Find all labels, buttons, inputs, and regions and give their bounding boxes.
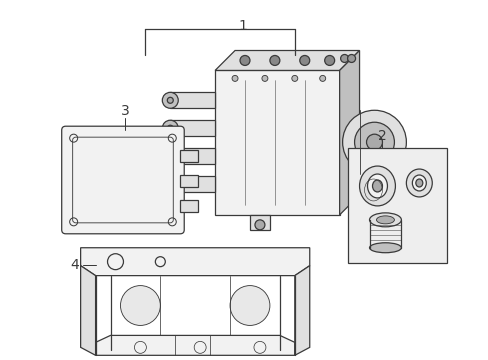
Ellipse shape <box>359 166 395 206</box>
Circle shape <box>324 55 334 66</box>
Polygon shape <box>95 336 294 355</box>
Circle shape <box>162 148 178 164</box>
Circle shape <box>366 134 382 150</box>
Circle shape <box>340 54 348 62</box>
Bar <box>180 150 198 162</box>
Circle shape <box>162 120 178 136</box>
Ellipse shape <box>415 179 422 187</box>
Text: 4: 4 <box>70 258 79 272</box>
Ellipse shape <box>376 216 394 224</box>
Text: 3: 3 <box>121 104 130 118</box>
Circle shape <box>120 285 160 325</box>
Circle shape <box>162 176 178 192</box>
Circle shape <box>167 153 173 159</box>
Ellipse shape <box>411 175 426 191</box>
Circle shape <box>319 75 325 81</box>
Circle shape <box>167 97 173 103</box>
Text: 2: 2 <box>377 129 386 143</box>
Circle shape <box>232 75 238 81</box>
Ellipse shape <box>369 243 401 253</box>
Circle shape <box>291 75 297 81</box>
Text: 1: 1 <box>238 19 247 33</box>
Circle shape <box>342 110 406 174</box>
Circle shape <box>162 92 178 108</box>
FancyBboxPatch shape <box>61 126 184 234</box>
Polygon shape <box>81 248 309 276</box>
Ellipse shape <box>369 213 401 227</box>
Polygon shape <box>215 50 359 71</box>
Ellipse shape <box>367 174 386 198</box>
Circle shape <box>167 181 173 187</box>
Circle shape <box>240 55 249 66</box>
Circle shape <box>347 54 355 62</box>
Circle shape <box>269 55 279 66</box>
Bar <box>170 176 215 192</box>
Circle shape <box>354 122 394 162</box>
Polygon shape <box>81 266 95 355</box>
Bar <box>249 215 269 230</box>
Bar <box>347 148 447 263</box>
Ellipse shape <box>406 169 431 197</box>
Bar <box>180 200 198 212</box>
Bar <box>215 71 339 215</box>
Bar <box>170 92 215 108</box>
Bar <box>180 175 198 187</box>
Ellipse shape <box>372 180 382 192</box>
Circle shape <box>229 285 269 325</box>
Circle shape <box>262 75 267 81</box>
Bar <box>170 120 215 136</box>
Polygon shape <box>294 266 309 355</box>
Circle shape <box>299 55 309 66</box>
Bar <box>170 148 215 164</box>
Polygon shape <box>339 50 359 215</box>
Circle shape <box>254 220 264 230</box>
Circle shape <box>167 125 173 131</box>
